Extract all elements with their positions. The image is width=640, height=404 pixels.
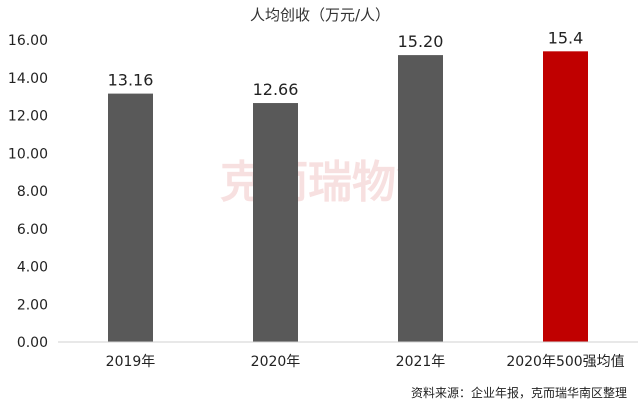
y-tick-label: 2.00 xyxy=(17,297,48,313)
data-label: 13.16 xyxy=(108,71,154,90)
y-tick-label: 12.00 xyxy=(8,109,48,125)
y-tick-label: 0.00 xyxy=(17,335,48,351)
y-tick-label: 4.00 xyxy=(17,260,48,276)
x-axis: 2019年 2020年 2021年 2020年500强均值 xyxy=(58,341,638,370)
x-tick-label: 2020年500强均值 xyxy=(506,354,624,370)
y-tick-label: 10.00 xyxy=(8,146,48,162)
y-tick-label: 6.00 xyxy=(17,222,48,238)
source-note: 资料来源：企业年报，克而瑞华南区整理 xyxy=(411,385,627,400)
data-label: 15.4 xyxy=(548,28,584,47)
data-label: 15.20 xyxy=(398,32,444,51)
y-tick-label: 14.00 xyxy=(8,71,48,87)
bar-2 xyxy=(253,103,298,342)
bar-1 xyxy=(108,93,153,342)
bar-3 xyxy=(398,55,443,342)
y-tick-label: 8.00 xyxy=(17,184,48,200)
x-tick-label: 2020年 xyxy=(251,354,301,370)
x-tick-label: 2019年 xyxy=(106,354,156,370)
bars: 13.16 12.66 15.20 15.4 xyxy=(108,28,588,342)
y-tick-label: 16.00 xyxy=(8,33,48,49)
bar-4 xyxy=(543,51,588,342)
chart-title: 人均创收（万元/人） xyxy=(250,6,390,24)
data-label: 12.66 xyxy=(253,80,299,99)
x-tick-label: 2021年 xyxy=(396,354,446,370)
y-axis: 0.00 2.00 4.00 6.00 8.00 10.00 12.00 14.00 16.00 xyxy=(8,33,48,351)
